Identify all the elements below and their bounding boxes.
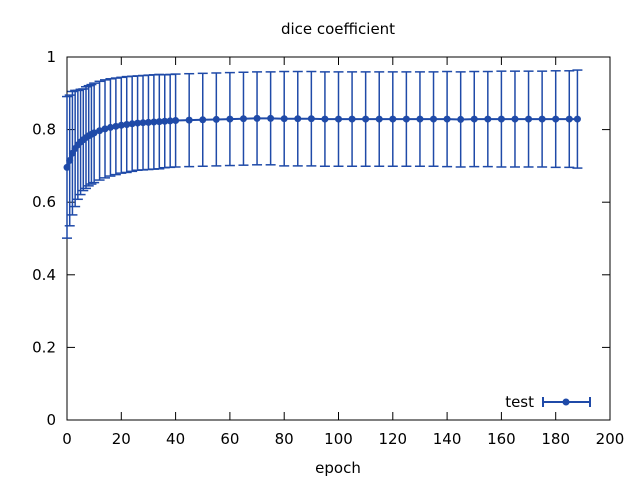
data-point [123,121,131,129]
data-point [430,115,438,123]
data-point [139,119,147,127]
data-point [294,115,302,123]
data-point [239,115,247,123]
legend: test [505,393,591,411]
data-point [212,115,220,123]
data-point [66,156,74,164]
data-point [470,115,478,123]
legend-marker [562,398,570,406]
data-point [307,115,315,123]
y-tick-label: 0.8 [32,121,56,139]
data-point [375,115,383,123]
x-tick-label: 200 [596,430,625,448]
y-tick-label: 0.4 [32,266,56,284]
x-tick-label: 20 [112,430,131,448]
data-point [525,115,533,123]
data-point [335,115,342,123]
data-point [226,115,234,123]
data-point [511,115,519,123]
data-point [443,115,451,123]
x-tick-label: 180 [541,430,570,448]
x-tick-label: 0 [62,430,72,448]
data-point [348,115,356,123]
data-point [402,115,410,123]
y-tick-label: 1 [46,48,56,66]
data-point [90,129,98,137]
data-point [155,118,163,126]
chart-title: dice coefficient [281,20,395,38]
data-point [199,116,207,124]
data-point [416,115,424,123]
data-point [280,115,288,123]
series-test [62,69,583,239]
data-point [161,117,169,125]
data-point [497,115,505,123]
data-point [573,115,581,123]
data-point [267,114,275,122]
data-point [484,115,492,123]
x-axis-label: epoch [315,459,361,477]
data-point [552,115,560,123]
tick-labels: 0 20 40 60 80 100 120 140 160 180 200 0 0.2 0.4 0.6 0.8… [32,48,624,448]
data-point [144,118,152,126]
data-point [321,115,329,123]
data-point [253,114,261,122]
x-tick-label: 140 [433,430,462,448]
data-point [457,115,465,123]
data-point [106,123,114,131]
data-point [117,121,125,129]
data-point [63,163,71,171]
legend-label: test [505,393,534,411]
data-point [112,122,120,130]
axis-ticks [66,56,611,421]
x-tick-label: 80 [275,430,294,448]
data-point [101,125,109,133]
x-tick-label: 160 [487,430,516,448]
data-point [134,119,142,127]
y-tick-label: 0.2 [32,338,56,356]
data-point [185,116,193,124]
data-point [128,120,136,128]
data-point [538,115,546,123]
data-point [565,115,573,123]
data-point [150,118,158,126]
data-point [166,117,174,125]
x-tick-label: 120 [378,430,407,448]
data-point [96,127,104,135]
series-layer [62,69,583,239]
data-point [172,117,180,125]
data-point [389,115,397,123]
x-tick-label: 100 [324,430,353,448]
y-tick-label: 0.6 [32,193,56,211]
y-tick-label: 0 [46,411,56,429]
data-point [362,115,370,123]
x-tick-label: 60 [220,430,239,448]
x-tick-label: 40 [166,430,185,448]
